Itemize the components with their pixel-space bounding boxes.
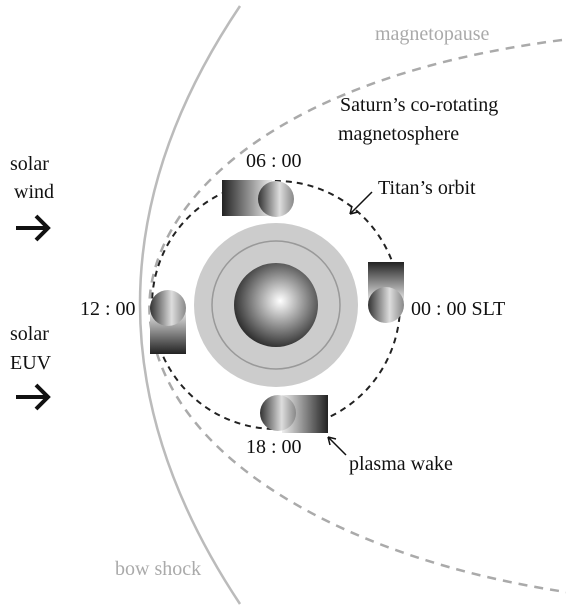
pointer [327,436,347,456]
label: magnetosphere [338,123,459,145]
label: solar [10,153,49,175]
titan [258,181,294,217]
arrow [16,383,51,411]
label: Saturn’s co-rotating [340,94,498,116]
label: wind [14,181,54,203]
label: bow shock [115,558,201,580]
local-time: 00 : 00 SLT [411,298,505,320]
local-time: 06 : 00 [246,150,302,172]
label: Titan’s orbit [378,177,476,199]
titan [260,395,296,431]
label: solar [10,323,49,345]
label: magnetopause [375,23,490,45]
ring-gap [211,240,341,370]
local-time: 12 : 00 [80,298,136,320]
bow-shock-line [138,5,242,605]
local-time: 18 : 00 [246,436,302,458]
magnetopause-line [148,38,566,594]
arrow [16,214,51,242]
label: EUV [10,352,52,374]
titan [150,290,186,326]
pointer [349,191,373,215]
titan [368,287,404,323]
label: plasma wake [349,453,453,475]
saturn [234,263,318,347]
